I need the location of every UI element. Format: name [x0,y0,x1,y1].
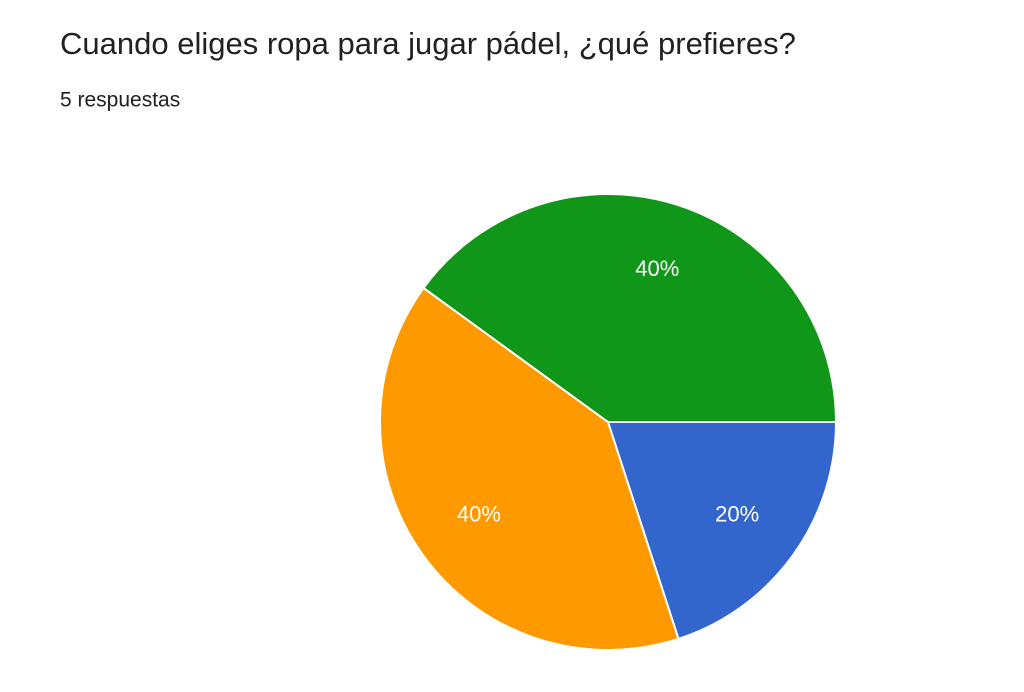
chart-title: Cuando eliges ropa para jugar pádel, ¿qu… [60,26,796,61]
slice-label: 40% [635,256,679,281]
slice-label: 20% [715,502,759,527]
pie-slice [379,286,680,651]
pie-slice [606,421,838,641]
chart-subtitle: 5 respuestas [60,89,180,112]
pie-slice [422,193,838,423]
slice-label: 40% [457,502,501,527]
